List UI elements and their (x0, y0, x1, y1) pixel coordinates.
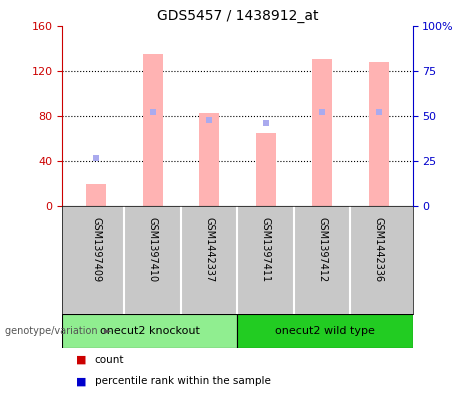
Bar (312, 59, 332, 206)
Title: GDS5457 / 1438912_at: GDS5457 / 1438912_at (157, 9, 318, 23)
Text: genotype/variation  ►: genotype/variation ► (5, 326, 111, 336)
Bar (86, 184, 106, 206)
Text: onecut2 wild type: onecut2 wild type (275, 326, 375, 336)
Text: GSM1397411: GSM1397411 (260, 217, 271, 282)
Text: onecut2 knockout: onecut2 knockout (100, 326, 200, 336)
Text: GSM1397410: GSM1397410 (148, 217, 158, 282)
Text: GSM1397409: GSM1397409 (91, 217, 101, 282)
Text: ■: ■ (76, 376, 87, 386)
Text: count: count (95, 354, 124, 365)
Bar (369, 62, 389, 206)
Bar (199, 112, 219, 206)
Text: ■: ■ (76, 354, 87, 365)
Bar (256, 133, 276, 206)
Text: percentile rank within the sample: percentile rank within the sample (95, 376, 271, 386)
Text: GSM1442336: GSM1442336 (374, 217, 384, 282)
Bar (143, 54, 163, 206)
Bar (237, 314, 413, 348)
Bar (62, 314, 237, 348)
Text: GSM1397412: GSM1397412 (317, 217, 327, 283)
Text: GSM1442337: GSM1442337 (204, 217, 214, 283)
